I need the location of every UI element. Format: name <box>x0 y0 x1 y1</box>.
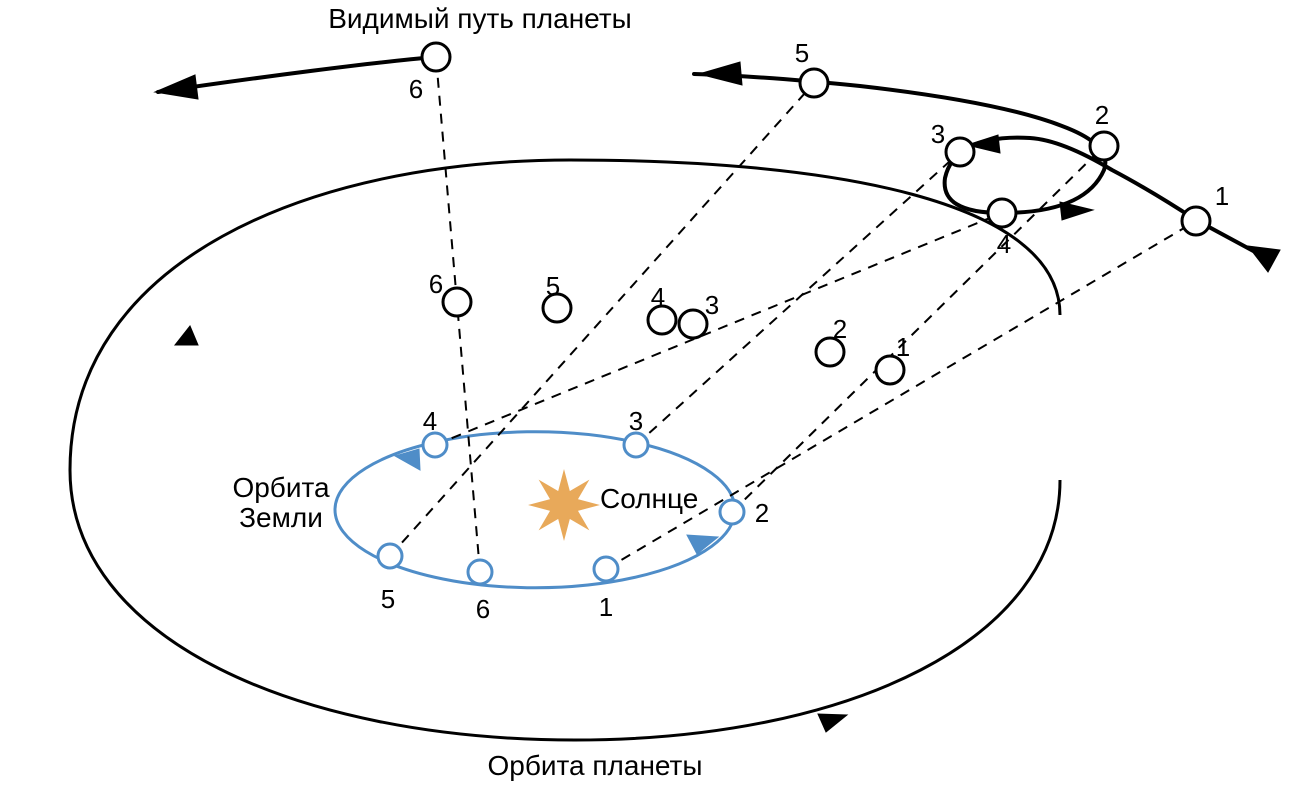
planet-orbit-label: Орбита планеты <box>487 750 702 781</box>
retrograde-motion-diagram: 1 2 3 4 5 6 1 2 3 4 5 6 1 2 3 4 5 6 Видимый путь планеты Со… <box>0 0 1312 796</box>
earth-node-label-5: 5 <box>381 584 395 614</box>
planet-node-label-4: 4 <box>651 282 665 312</box>
arrowhead <box>175 326 198 345</box>
sight-line-1 <box>606 221 1196 569</box>
arrowhead <box>1248 246 1280 272</box>
apparent-node-4 <box>988 199 1016 227</box>
earth-node-1 <box>594 557 618 581</box>
earth-orbit-label-1: Орбита <box>232 472 330 503</box>
sun-icon <box>530 471 598 539</box>
sight-line-2 <box>732 146 1104 512</box>
planet-orbit-path <box>70 160 1060 740</box>
arrowhead <box>1060 202 1093 220</box>
earth-node-label-3: 3 <box>629 406 643 436</box>
apparent-node-6 <box>422 43 450 71</box>
apparent-node-label-6: 6 <box>409 74 423 104</box>
planet-node-label-6: 6 <box>429 269 443 299</box>
apparent-node-label-3: 3 <box>931 119 945 149</box>
planet-node-label-3: 3 <box>705 290 719 320</box>
apparent-path-title: Видимый путь планеты <box>328 3 632 34</box>
earth-orbit-label-2: Земли <box>239 502 323 533</box>
planet-node-label-5: 5 <box>546 271 560 301</box>
apparent-node-2 <box>1090 132 1118 160</box>
apparent-node-label-1: 1 <box>1215 181 1229 211</box>
apparent-node-label-2: 2 <box>1095 100 1109 130</box>
apparent-path-left <box>158 57 436 92</box>
earth-node-4 <box>423 433 447 457</box>
apparent-node-label-5: 5 <box>795 38 809 68</box>
apparent-node-1 <box>1182 207 1210 235</box>
planet-node-6 <box>443 288 471 316</box>
earth-node-label-2: 2 <box>755 498 769 528</box>
arrowhead <box>155 75 198 99</box>
earth-node-5 <box>378 544 402 568</box>
apparent-node-3 <box>946 138 974 166</box>
sun-label: Солнце <box>600 483 698 514</box>
earth-node-2 <box>720 500 744 524</box>
apparent-node-5 <box>800 69 828 97</box>
planet-node-3 <box>679 310 707 338</box>
sight-line-3 <box>636 152 960 445</box>
arrowhead <box>818 714 847 732</box>
apparent-node-label-4: 4 <box>997 229 1011 259</box>
earth-node-label-1: 1 <box>599 592 613 622</box>
earth-node-label-6: 6 <box>476 594 490 624</box>
planet-node-label-2: 2 <box>833 314 847 344</box>
earth-node-label-4: 4 <box>423 406 437 436</box>
arrowhead <box>699 62 742 85</box>
earth-node-6 <box>468 560 492 584</box>
apparent-path <box>694 74 1270 260</box>
planet-node-label-1: 1 <box>896 332 910 362</box>
earth-node-3 <box>624 433 648 457</box>
